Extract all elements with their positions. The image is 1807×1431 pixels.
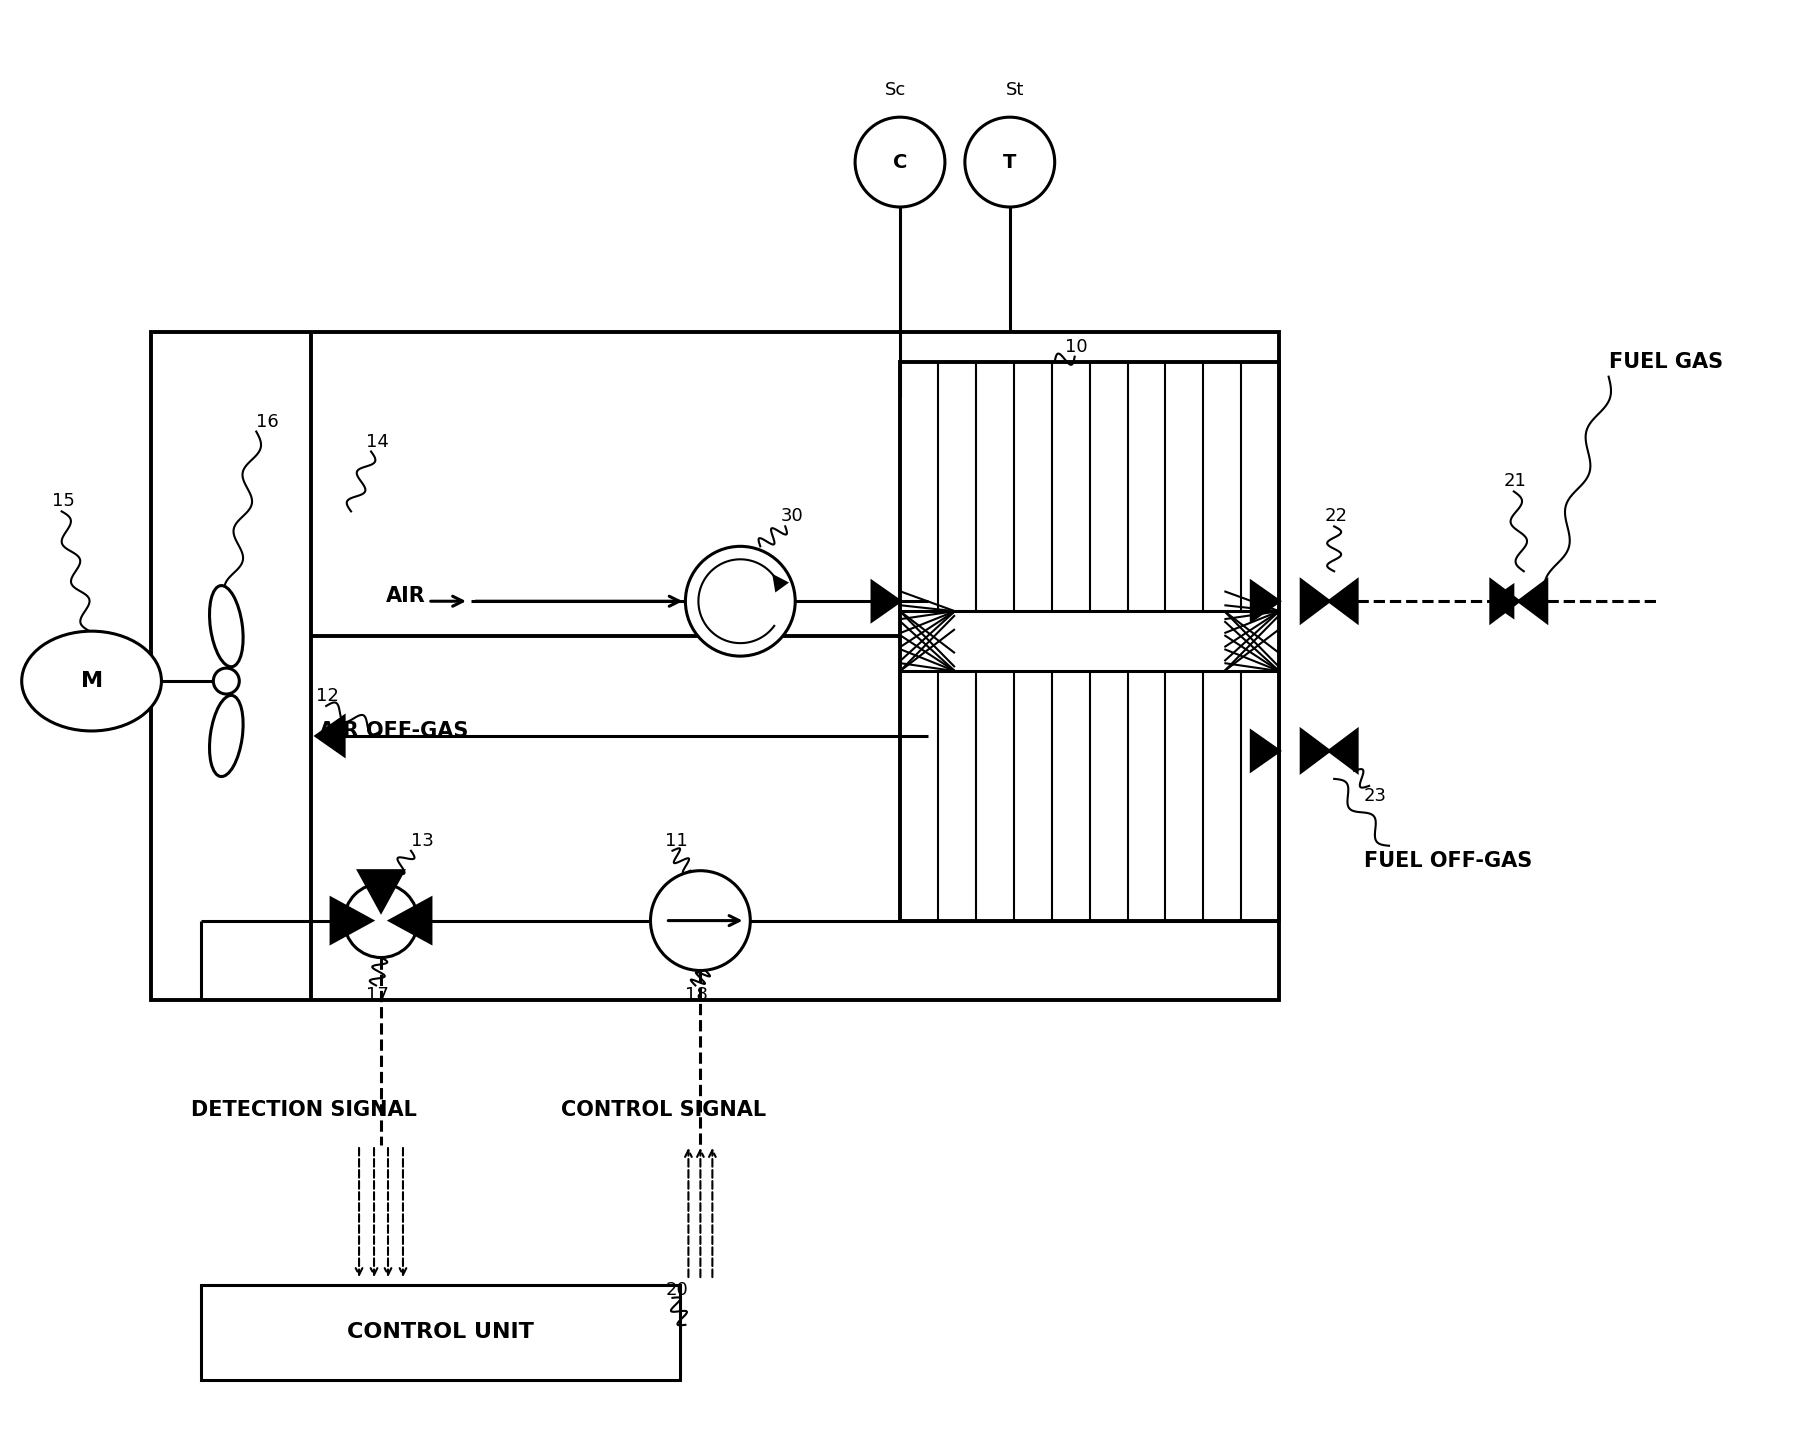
Text: FUEL OFF-GAS: FUEL OFF-GAS <box>1364 850 1532 870</box>
Polygon shape <box>316 717 343 756</box>
Text: 11: 11 <box>665 831 688 850</box>
Text: 13: 13 <box>410 831 434 850</box>
Circle shape <box>685 547 795 657</box>
Polygon shape <box>1250 731 1279 770</box>
Text: 15: 15 <box>52 492 74 511</box>
Text: DETECTION SIGNAL: DETECTION SIGNAL <box>192 1100 417 1120</box>
Text: 21: 21 <box>1503 472 1527 491</box>
Polygon shape <box>1491 585 1512 617</box>
Text: M: M <box>81 671 103 691</box>
Text: Sc: Sc <box>884 82 905 99</box>
Text: CONTROL SIGNAL: CONTROL SIGNAL <box>560 1100 766 1120</box>
Text: 30: 30 <box>781 508 802 525</box>
Text: CONTROL UNIT: CONTROL UNIT <box>347 1322 535 1342</box>
Circle shape <box>855 117 945 207</box>
Polygon shape <box>1301 580 1330 622</box>
Text: C: C <box>893 153 907 172</box>
Polygon shape <box>1330 580 1357 622</box>
Polygon shape <box>1301 730 1330 771</box>
Circle shape <box>651 870 750 970</box>
Text: 16: 16 <box>257 412 278 431</box>
Polygon shape <box>1330 730 1357 771</box>
Text: 17: 17 <box>367 986 389 1005</box>
Text: St: St <box>1006 82 1025 99</box>
Polygon shape <box>773 577 786 590</box>
Text: 12: 12 <box>316 687 340 705</box>
Text: 20: 20 <box>665 1281 688 1299</box>
Circle shape <box>343 884 417 957</box>
Text: 23: 23 <box>1364 787 1388 804</box>
Text: 22: 22 <box>1325 508 1348 525</box>
Text: 18: 18 <box>685 986 708 1005</box>
Bar <box>152 332 1279 1000</box>
Polygon shape <box>1491 580 1520 622</box>
Circle shape <box>965 117 1055 207</box>
Bar <box>201 1285 681 1379</box>
Ellipse shape <box>22 631 161 731</box>
Text: 10: 10 <box>1064 338 1088 356</box>
Polygon shape <box>358 870 403 912</box>
Polygon shape <box>390 899 430 943</box>
Bar <box>900 362 1279 920</box>
Polygon shape <box>1520 580 1547 622</box>
Text: 14: 14 <box>367 432 389 451</box>
Polygon shape <box>873 581 900 621</box>
Ellipse shape <box>210 695 244 777</box>
Polygon shape <box>1250 581 1279 621</box>
Polygon shape <box>331 899 372 943</box>
Text: FUEL GAS: FUEL GAS <box>1608 352 1722 372</box>
Text: AIR OFF-GAS: AIR OFF-GAS <box>320 721 468 741</box>
Text: T: T <box>1003 153 1017 172</box>
Ellipse shape <box>210 585 244 667</box>
Text: AIR: AIR <box>387 587 426 607</box>
Circle shape <box>213 668 239 694</box>
